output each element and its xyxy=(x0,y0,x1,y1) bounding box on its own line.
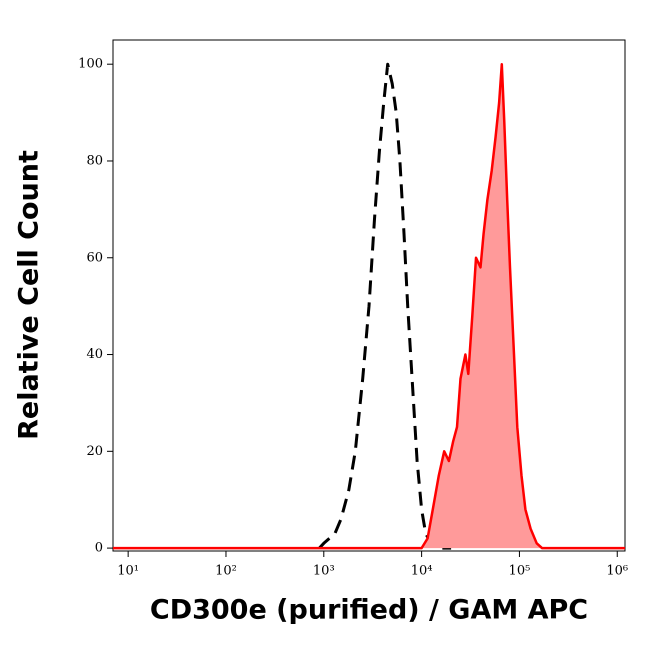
y-tick-label: 40 xyxy=(86,347,103,362)
line xyxy=(113,62,625,550)
x-tick-label: 10⁴ xyxy=(411,564,433,579)
y-axis-title: Relative Cell Count xyxy=(14,150,45,440)
plot-frame xyxy=(112,39,626,552)
x-tick-label: 10¹ xyxy=(117,564,139,579)
x-tick-label: 10² xyxy=(215,564,237,579)
x-tick-label: 10³ xyxy=(313,564,335,579)
line xyxy=(318,62,452,550)
x-tick-label: 10⁵ xyxy=(509,564,531,579)
y-tick-label: 20 xyxy=(86,444,103,459)
y-tick-label: 0 xyxy=(95,541,103,556)
y-tick-label: 60 xyxy=(86,250,103,265)
x-tick-label: 10⁶ xyxy=(606,564,628,579)
y-tick-label: 80 xyxy=(86,153,103,168)
y-tick-label: 100 xyxy=(78,57,103,72)
x-axis-title: CD300e (purified) / GAM APC xyxy=(150,595,588,626)
area xyxy=(113,64,625,549)
